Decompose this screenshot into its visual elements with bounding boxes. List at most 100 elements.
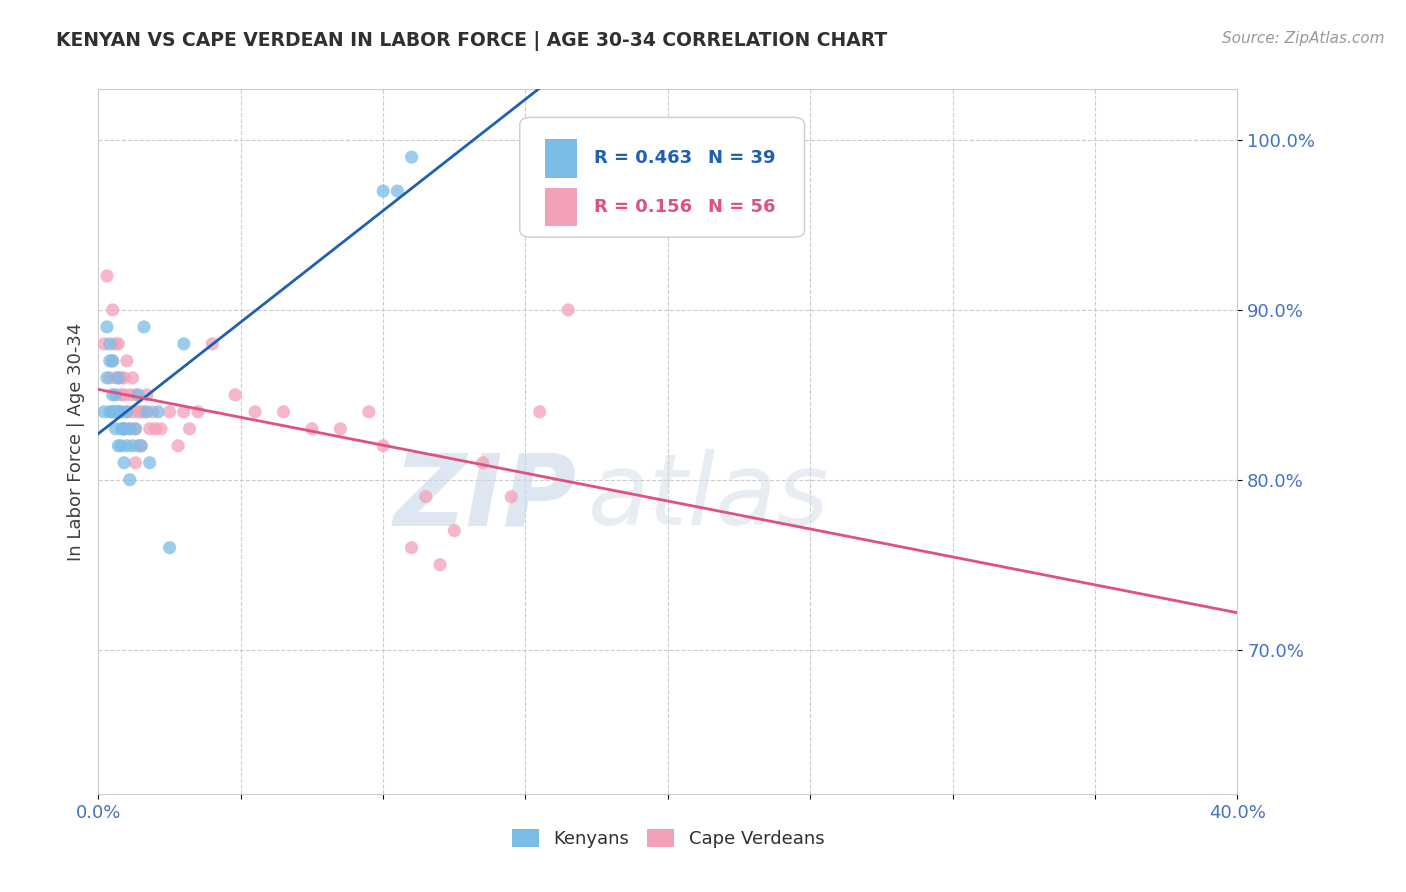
Point	[112, 371, 135, 385]
Point	[127, 388, 149, 402]
Point	[138, 456, 160, 470]
Point	[443, 524, 465, 538]
Point	[173, 337, 195, 351]
Point	[529, 405, 551, 419]
Point	[135, 405, 157, 419]
Point	[121, 371, 143, 385]
Point	[104, 371, 127, 385]
Point	[401, 150, 423, 164]
Point	[159, 405, 181, 419]
Point	[121, 439, 143, 453]
Point	[132, 320, 155, 334]
Point	[98, 371, 121, 385]
Point	[110, 422, 132, 436]
FancyBboxPatch shape	[546, 139, 576, 178]
Point	[201, 337, 224, 351]
Point	[101, 354, 124, 368]
Point	[93, 337, 115, 351]
Point	[104, 337, 127, 351]
Point	[118, 422, 141, 436]
Point	[112, 422, 135, 436]
Point	[415, 490, 437, 504]
Point	[101, 405, 124, 419]
Point	[127, 439, 149, 453]
Point	[107, 439, 129, 453]
Point	[115, 354, 138, 368]
Point	[124, 422, 146, 436]
Point	[104, 388, 127, 402]
Point	[96, 371, 118, 385]
Point	[115, 439, 138, 453]
Point	[110, 405, 132, 419]
Point	[159, 541, 181, 555]
Point	[129, 405, 152, 419]
Point	[115, 405, 138, 419]
Point	[124, 422, 146, 436]
Point	[110, 439, 132, 453]
Text: ZIP: ZIP	[394, 450, 576, 547]
Point	[145, 422, 167, 436]
Point	[401, 541, 423, 555]
Point	[132, 405, 155, 419]
Point	[101, 388, 124, 402]
Point	[138, 422, 160, 436]
Point	[112, 422, 135, 436]
Point	[98, 354, 121, 368]
Point	[118, 473, 141, 487]
Point	[179, 422, 201, 436]
Point	[387, 184, 409, 198]
Text: atlas: atlas	[588, 450, 830, 547]
Point	[112, 388, 135, 402]
Point	[429, 558, 451, 572]
Point	[557, 302, 579, 317]
Point	[127, 405, 149, 419]
Point	[357, 405, 380, 419]
Point	[107, 405, 129, 419]
Text: R = 0.463: R = 0.463	[593, 149, 692, 168]
Point	[118, 422, 141, 436]
Point	[93, 405, 115, 419]
Point	[107, 405, 129, 419]
Point	[373, 184, 395, 198]
Point	[187, 405, 209, 419]
Point	[110, 388, 132, 402]
Text: Source: ZipAtlas.com: Source: ZipAtlas.com	[1222, 31, 1385, 46]
Point	[118, 388, 141, 402]
Point	[115, 405, 138, 419]
Text: N = 56: N = 56	[707, 198, 775, 216]
Point	[104, 422, 127, 436]
Point	[135, 388, 157, 402]
Point	[101, 405, 124, 419]
Point	[167, 439, 190, 453]
Point	[107, 371, 129, 385]
Point	[107, 337, 129, 351]
Text: KENYAN VS CAPE VERDEAN IN LABOR FORCE | AGE 30-34 CORRELATION CHART: KENYAN VS CAPE VERDEAN IN LABOR FORCE | …	[56, 31, 887, 51]
Text: R = 0.156: R = 0.156	[593, 198, 692, 216]
Point	[329, 422, 352, 436]
Point	[112, 456, 135, 470]
Point	[96, 320, 118, 334]
Point	[107, 405, 129, 419]
Point	[471, 456, 494, 470]
Point	[173, 405, 195, 419]
Point	[301, 422, 323, 436]
Point	[98, 405, 121, 419]
Point	[224, 388, 246, 402]
Point	[141, 405, 163, 419]
Y-axis label: In Labor Force | Age 30-34: In Labor Force | Age 30-34	[66, 322, 84, 561]
Point	[129, 439, 152, 453]
Point	[129, 439, 152, 453]
Point	[121, 405, 143, 419]
Point	[124, 388, 146, 402]
Text: N = 39: N = 39	[707, 149, 775, 168]
Point	[150, 422, 173, 436]
Point	[101, 302, 124, 317]
Point	[107, 371, 129, 385]
Point	[96, 268, 118, 283]
Point	[273, 405, 295, 419]
Point	[148, 405, 170, 419]
Point	[98, 337, 121, 351]
Point	[110, 371, 132, 385]
Point	[104, 405, 127, 419]
Point	[501, 490, 523, 504]
